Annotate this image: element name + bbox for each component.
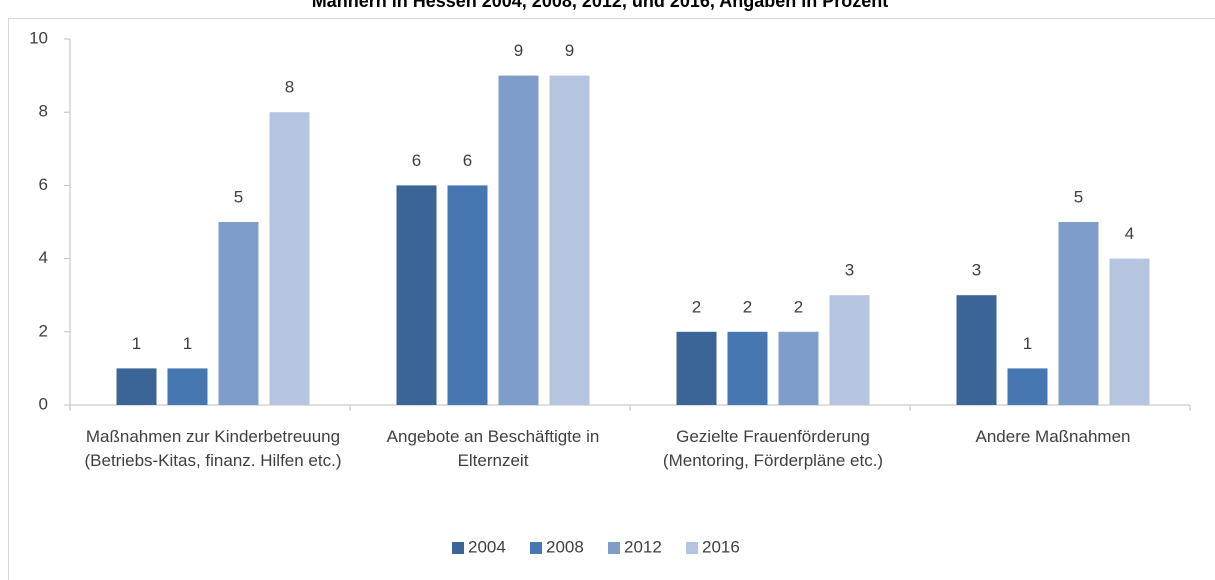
bar — [396, 185, 437, 405]
y-tick-label: 10 — [29, 28, 48, 47]
bar — [829, 295, 870, 405]
value-label: 6 — [412, 151, 421, 170]
value-label: 9 — [514, 41, 523, 60]
value-label: 8 — [285, 78, 294, 97]
value-label: 2 — [743, 297, 752, 316]
y-tick-label: 4 — [39, 248, 48, 267]
legend-swatch — [608, 542, 620, 554]
value-label: 4 — [1125, 224, 1134, 243]
x-tick-label: Maßnahmen zur Kinderbetreuung (Betriebs-… — [84, 427, 342, 470]
bar — [549, 75, 590, 405]
legend-label: 2004 — [468, 537, 506, 556]
x-tick-label: Andere Maßnahmen — [975, 427, 1131, 446]
bar — [676, 331, 717, 405]
value-label: 6 — [463, 151, 472, 170]
legend-label: 2016 — [702, 537, 740, 556]
bar — [727, 331, 768, 405]
y-tick-label: 8 — [39, 102, 48, 121]
y-tick-label: 2 — [39, 321, 48, 340]
value-label: 5 — [234, 187, 243, 206]
bar — [447, 185, 488, 405]
y-tick-label: 0 — [39, 394, 48, 413]
value-label: 2 — [692, 297, 701, 316]
x-tick-label: Angebote an Beschäftigte in Elternzeit — [386, 427, 600, 470]
legend-swatch — [452, 542, 464, 554]
bar — [1109, 258, 1150, 405]
legend-label: 2012 — [624, 537, 662, 556]
bar — [116, 368, 157, 405]
value-label: 2 — [794, 297, 803, 316]
value-label: 3 — [845, 261, 854, 280]
legend-swatch — [530, 542, 542, 554]
value-label: 5 — [1074, 187, 1083, 206]
value-label: 1 — [183, 334, 192, 353]
bar — [498, 75, 539, 405]
chart-border — [8, 18, 1215, 580]
legend-swatch — [686, 542, 698, 554]
bar — [956, 295, 997, 405]
y-tick-label: 6 — [39, 175, 48, 194]
bar — [1007, 368, 1048, 405]
bar — [269, 112, 310, 405]
bar — [218, 222, 259, 405]
value-label: 1 — [1023, 334, 1032, 353]
chart-title: Männern in Hessen 2004, 2008, 2012, und … — [312, 0, 889, 11]
x-tick-label: Gezielte Frauenförderung (Mentoring, För… — [662, 427, 884, 470]
legend-label: 2008 — [546, 537, 584, 556]
value-label: 1 — [132, 334, 141, 353]
bar — [778, 331, 819, 405]
value-label: 9 — [565, 41, 574, 60]
bar — [1058, 222, 1099, 405]
bar — [167, 368, 208, 405]
value-label: 3 — [972, 261, 981, 280]
